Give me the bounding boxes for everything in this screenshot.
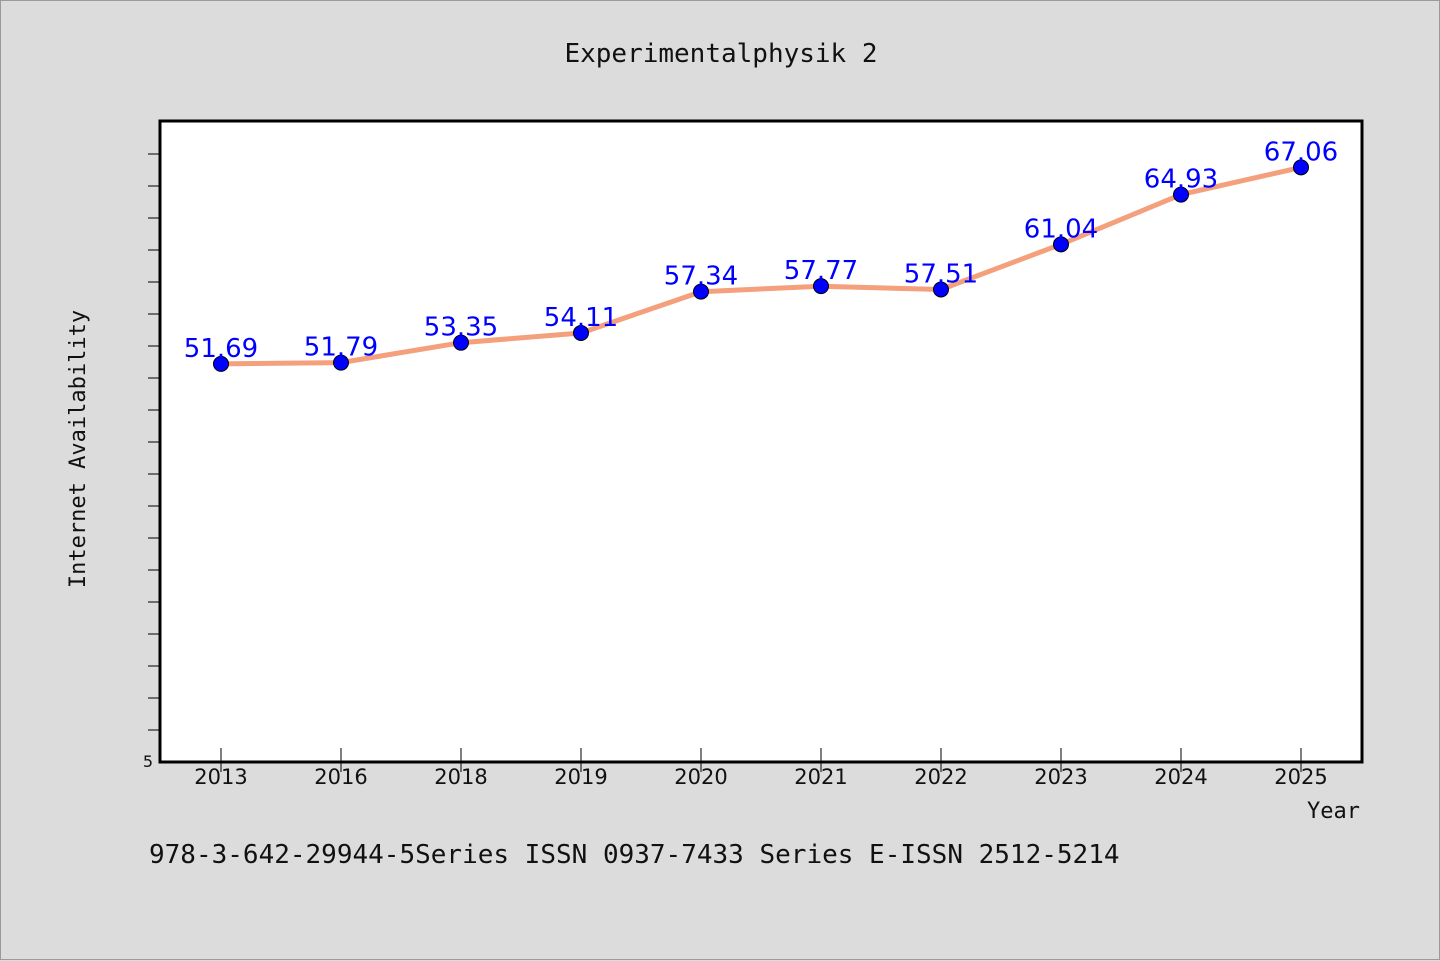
x-tick-label: 2023 (1034, 765, 1087, 789)
x-tick-label: 2022 (914, 765, 967, 789)
x-axis-tick-labels: 2013 2016 2018 2019 2020 2021 2022 2023 2024 2025 (194, 765, 1327, 789)
data-label: 51.79 (304, 333, 378, 363)
x-tick-label: 2020 (674, 765, 727, 789)
x-tick-label: 2018 (434, 765, 487, 789)
data-point (1053, 236, 1069, 253)
data-label: 64.93 (1144, 165, 1218, 195)
x-tick-label: 2024 (1154, 765, 1207, 789)
data-point (333, 354, 349, 371)
x-axis-label: Year (1307, 799, 1360, 824)
series-line (218, 164, 1304, 367)
data-point (1173, 186, 1189, 203)
data-label: 61.04 (1024, 214, 1098, 244)
data-point (573, 324, 589, 341)
data-label: 57.51 (904, 259, 978, 289)
data-label: 67.06 (1264, 137, 1338, 167)
x-tick-label: 2016 (314, 765, 367, 789)
series-layer: 51.69 51.79 53.35 54.11 57.34 57.77 57.51 61.04… (184, 137, 1338, 372)
y-tick-label: 5 (143, 752, 153, 771)
data-point (1293, 159, 1309, 176)
x-axis-ticks (220, 748, 1302, 772)
y-axis-ticks (148, 153, 160, 731)
data-point (693, 283, 709, 300)
data-label: 54.11 (544, 303, 618, 333)
x-tick-label: 2013 (194, 765, 247, 789)
plot-area (158, 119, 1364, 764)
chart-title: Experimentalphysik 2 (564, 39, 877, 69)
data-label: 51.69 (184, 334, 258, 364)
x-tick-label: 2025 (1274, 765, 1327, 789)
data-label: 57.77 (784, 256, 858, 286)
data-point (933, 281, 949, 298)
data-point (453, 334, 469, 351)
data-point (213, 355, 229, 372)
x-tick-label: 2021 (794, 765, 847, 789)
footer-text: 978-3-642-29944-5Series ISSN 0937-7433 S… (149, 840, 1120, 870)
y-axis-label: Internet Availability (66, 310, 91, 588)
data-point (813, 278, 829, 295)
x-tick-label: 2019 (554, 765, 607, 789)
data-label: 57.34 (664, 262, 738, 292)
data-label: 53.35 (424, 313, 498, 343)
